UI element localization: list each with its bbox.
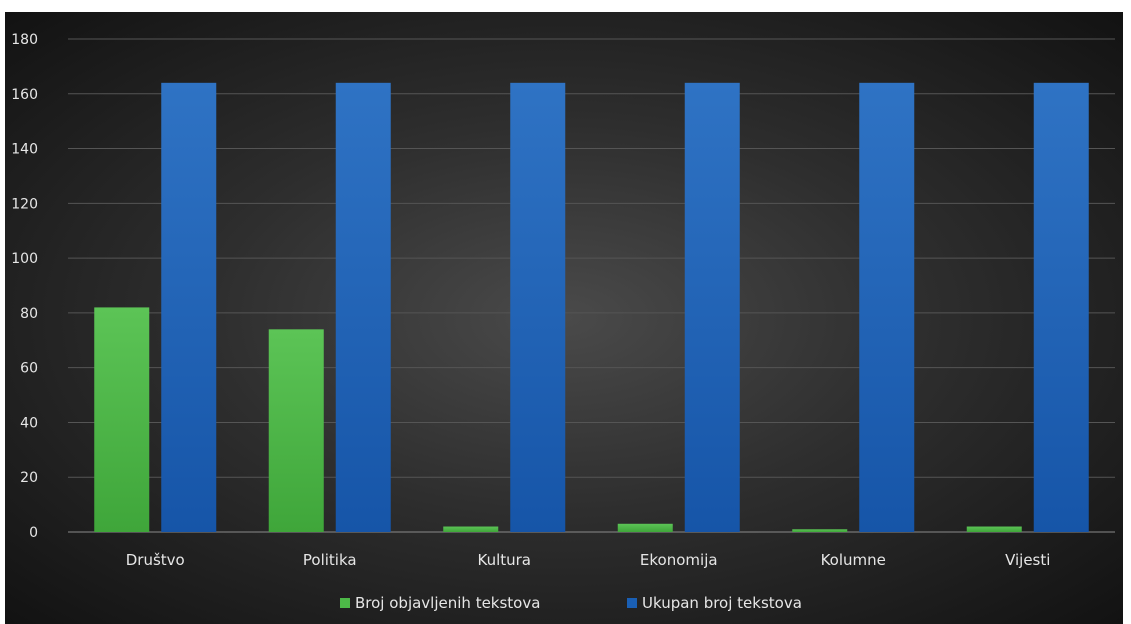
y-tick-label: 80 (20, 306, 38, 322)
y-tick-label: 60 (20, 361, 38, 377)
bar-published-5 (966, 526, 1022, 532)
y-tick-label: 20 (20, 470, 38, 486)
bar-published-1 (268, 329, 324, 532)
bar-published-2 (443, 526, 499, 532)
gridlines (68, 38, 1115, 533)
x-category-label: Društvo (126, 551, 185, 569)
bar-published-0 (94, 307, 150, 532)
bar-chart: 0 20 40 60 80 100 120 140 160 180 Društvo Politika… (11, 32, 1115, 612)
legend-label: Ukupan broj tekstova (642, 594, 802, 612)
x-category-label: Kolumne (821, 551, 886, 569)
bar-total-1 (335, 82, 391, 533)
x-category-label: Vijesti (1005, 551, 1050, 569)
y-tick-label: 180 (11, 32, 38, 48)
x-category-label: Kultura (477, 551, 531, 569)
y-tick-label: 100 (11, 251, 38, 267)
bar-published-4 (792, 529, 848, 532)
x-category-label: Ekonomija (640, 551, 718, 569)
y-axis-ticks: 0 20 40 60 80 100 120 140 160 180 (11, 32, 38, 541)
x-category-label: Politika (303, 551, 357, 569)
legend-swatch (340, 598, 350, 608)
bars (94, 82, 1089, 533)
bar-total-4 (859, 82, 915, 533)
y-tick-label: 160 (11, 87, 38, 103)
bar-total-5 (1033, 82, 1089, 533)
bar-total-0 (161, 82, 217, 533)
y-tick-label: 140 (11, 142, 38, 158)
y-tick-label: 40 (20, 415, 38, 431)
y-tick-label: 120 (11, 196, 38, 212)
legend-swatch (627, 598, 637, 608)
chart-area: 0 20 40 60 80 100 120 140 160 180 Društvo Politika… (5, 12, 1123, 624)
legend: Broj objavljenih tekstova Ukupan broj tek… (340, 594, 802, 612)
bar-total-2 (510, 82, 566, 533)
bar-total-3 (684, 82, 740, 533)
x-axis-labels: Društvo Politika Kultura Ekonomija Kolumne Vi… (126, 551, 1051, 569)
y-tick-label: 0 (29, 525, 38, 541)
bar-published-3 (617, 523, 673, 532)
legend-label: Broj objavljenih tekstova (355, 594, 540, 612)
